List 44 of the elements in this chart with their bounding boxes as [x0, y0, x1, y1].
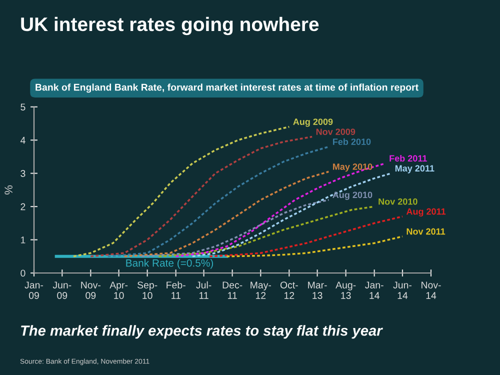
x-tick-label: Nov- 14 [422, 282, 441, 299]
line-series [226, 236, 404, 258]
x-tick-label: Dec- 11 [222, 282, 242, 299]
series-label: Aug 2011 [406, 208, 446, 217]
x-tick-label: Feb- 11 [166, 281, 186, 299]
chart-title: UK interest rates going nowhere [21, 16, 319, 36]
x-tick-label: Mar- 13 [308, 282, 327, 299]
y-tick-label: 1 [21, 236, 26, 244]
series-label: Nov 2010 [378, 198, 418, 205]
line-series [106, 146, 330, 258]
y-axis-title: % [4, 185, 12, 194]
x-tick-label: Sep- 10 [137, 282, 158, 299]
x-tick-label: Oct- 12 [280, 282, 298, 299]
chart-subtitle: Bank of England Bank Rate, forward market interest rates at time of inflation report [36, 84, 418, 93]
series-label: Feb 2011 [390, 154, 427, 162]
x-tick-label: Jun- 14 [393, 282, 412, 299]
series-label: Feb 2010 [333, 138, 371, 145]
x-tick-label: Jan- 14 [365, 282, 384, 299]
series-label: Aug 2009 [293, 118, 333, 127]
line-series [158, 206, 376, 258]
y-tick-label: 3 [20, 170, 26, 177]
x-tick-label: Aug- 13 [336, 282, 356, 299]
text: The market finally expects rates to stay flat this year [21, 325, 383, 339]
line-series [90, 136, 313, 258]
line-series [140, 199, 330, 258]
x-tick-label: May- 12 [250, 282, 272, 299]
series-label: Bank Rate (=0.5%) [126, 259, 214, 269]
x-tick-label: Nov- 09 [81, 282, 100, 299]
line-series [72, 126, 290, 258]
series-label: May 2010 [333, 163, 372, 172]
y-tick-label: 2 [20, 203, 26, 210]
x-tick-label: Jan- 09 [24, 282, 44, 299]
y-tick-label: 5 [20, 104, 26, 110]
line-series [123, 170, 330, 258]
y-tick-label: 0 [20, 270, 26, 277]
x-tick-label: Jul- 11 [196, 281, 212, 299]
y-tick-label: 4 [20, 136, 26, 144]
series-label: May 2011 [395, 165, 434, 174]
x-tick-label: Apr- 10 [110, 282, 128, 299]
line-series [208, 216, 404, 258]
series-label: Nov 2011 [406, 228, 446, 235]
series-label: Nov 2009 [316, 128, 356, 135]
series-label: Aug 2010 [332, 192, 372, 200]
x-tick-label: Jun- 09 [52, 282, 72, 299]
